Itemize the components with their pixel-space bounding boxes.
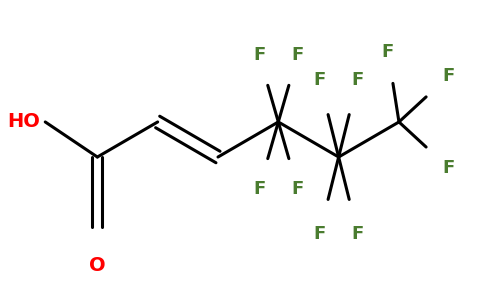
Text: F: F	[291, 46, 303, 64]
Text: O: O	[89, 256, 106, 275]
Text: F: F	[253, 46, 265, 64]
Text: F: F	[313, 225, 326, 243]
Text: F: F	[352, 225, 364, 243]
Text: F: F	[442, 158, 454, 176]
Text: F: F	[253, 180, 265, 198]
Text: F: F	[313, 71, 326, 89]
Text: F: F	[382, 43, 394, 61]
Text: F: F	[291, 180, 303, 198]
Text: F: F	[352, 71, 364, 89]
Text: F: F	[442, 68, 454, 85]
Text: HO: HO	[7, 112, 40, 131]
